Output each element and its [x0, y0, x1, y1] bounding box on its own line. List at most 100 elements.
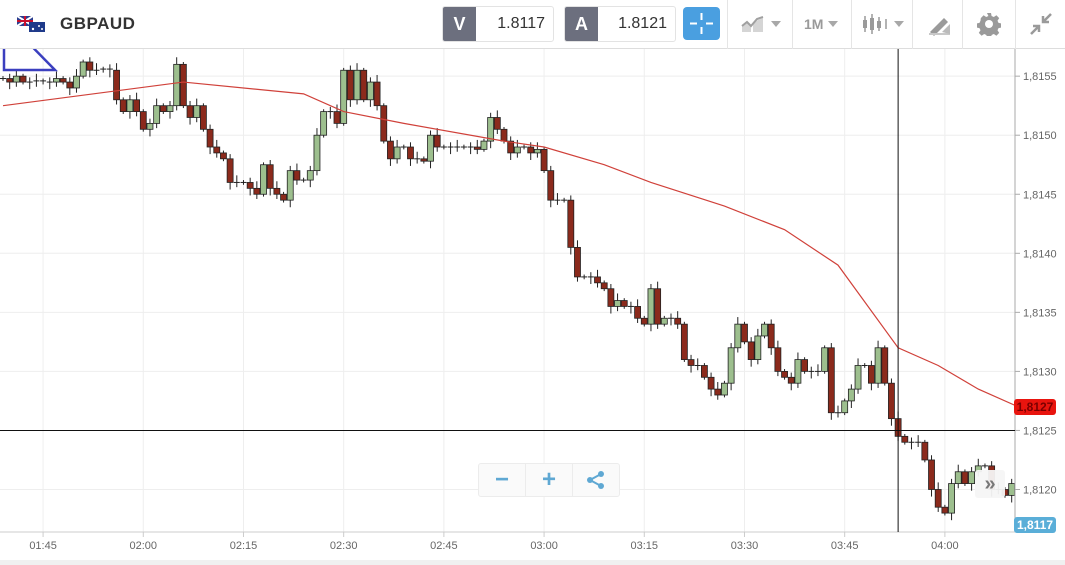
- candle-down: [868, 365, 875, 384]
- draw-tool-icon: [929, 18, 950, 36]
- candle-up: [647, 288, 655, 325]
- candle-down: [787, 376, 795, 384]
- candle-up: [12, 75, 20, 83]
- settings-button[interactable]: [977, 8, 1001, 40]
- time-tick-label: 03:30: [731, 540, 759, 552]
- buy-price-box[interactable]: A 1.8121: [564, 6, 676, 42]
- current-price-label: 1,8117: [1014, 516, 1056, 533]
- divider: [1015, 0, 1016, 49]
- candle-down: [600, 282, 608, 290]
- divider: [851, 0, 852, 49]
- crosshair-button[interactable]: [683, 7, 720, 40]
- candle-down: [941, 506, 949, 514]
- candle-down: [640, 317, 648, 325]
- candles: [0, 57, 1016, 521]
- candle-down: [133, 99, 141, 112]
- triangle-drawing[interactable]: [2, 49, 58, 72]
- scroll-to-latest-button[interactable]: »: [975, 470, 1005, 498]
- candle-down: [6, 78, 14, 83]
- sell-label: V: [443, 7, 476, 41]
- share-button[interactable]: [573, 464, 619, 496]
- candle-down: [380, 105, 388, 142]
- time-tick-label: 03:45: [831, 540, 859, 552]
- drawing-tools-button[interactable]: [926, 8, 952, 40]
- candle-down: [220, 152, 227, 160]
- candle-down: [346, 69, 354, 101]
- moving-average-price-label: 1,8127: [1014, 398, 1056, 415]
- candle-up: [73, 75, 80, 89]
- candle-down: [19, 75, 27, 83]
- time-tick-label: 02:30: [330, 540, 358, 552]
- candle-down: [186, 105, 194, 118]
- candle-up: [734, 323, 742, 349]
- candle-down: [273, 187, 281, 195]
- candle-down: [86, 61, 94, 71]
- candle-down: [280, 193, 287, 201]
- candle-down: [620, 300, 628, 307]
- compress-icon: [1030, 13, 1052, 35]
- price-tick-label: 1,8135: [1023, 307, 1057, 319]
- sell-price-box[interactable]: V 1.8117: [442, 6, 554, 42]
- candlestick-chart[interactable]: 1,8155 1,8150 1,8145 1,8140 1,8135 1,8130 1,81…: [0, 49, 1065, 565]
- candle-up: [306, 170, 314, 181]
- candle-up: [153, 105, 161, 124]
- candle-up: [513, 146, 521, 154]
- price-tick-label: 1,8140: [1023, 248, 1057, 260]
- candle-down: [59, 78, 67, 83]
- candle-up: [126, 99, 134, 112]
- candle-style-button[interactable]: [861, 8, 904, 40]
- time-tick-label: 04:00: [931, 540, 959, 552]
- candle-down: [387, 140, 394, 160]
- price-tick-label: 1,8150: [1023, 130, 1057, 142]
- candle-down: [139, 111, 147, 130]
- symbol-name[interactable]: GBPAUD: [60, 14, 136, 33]
- candle-up: [53, 78, 60, 83]
- candle-up: [193, 105, 201, 118]
- candle-down: [888, 382, 895, 420]
- candle-up: [968, 471, 975, 484]
- collapse-button[interactable]: [1029, 8, 1053, 40]
- gear-icon: [977, 13, 1001, 36]
- timeframe-label: 1M: [804, 16, 824, 32]
- time-tick-label: 03:15: [631, 540, 659, 552]
- candle-up: [480, 140, 488, 150]
- candle-down: [420, 158, 428, 162]
- candle-down: [473, 146, 481, 150]
- candle-down: [747, 341, 755, 360]
- candle-up: [79, 61, 87, 77]
- candlestick-icon: [863, 14, 887, 34]
- candle-down: [333, 111, 341, 124]
- candle-up: [393, 146, 401, 160]
- candle-down: [213, 146, 221, 154]
- price-axis[interactable]: 1,8155 1,8150 1,8145 1,8140 1,8135 1,8130 1,81…: [1014, 49, 1057, 532]
- candle-down: [113, 69, 120, 101]
- candle-down: [179, 63, 187, 107]
- toolbar: GBPAUD V 1.8117 A 1.8121 1M: [0, 0, 1065, 49]
- footer-bar: [0, 560, 1065, 565]
- share-icon: [587, 471, 604, 489]
- candle-down: [373, 81, 381, 107]
- candle-up: [854, 365, 862, 390]
- candle-down: [266, 164, 274, 189]
- candle-down: [199, 105, 207, 130]
- buy-label: A: [565, 7, 598, 41]
- price-tick-label: 1,8155: [1023, 71, 1057, 83]
- candle-down: [206, 128, 214, 148]
- timeframe-button[interactable]: 1M: [804, 8, 839, 40]
- zoom-out-button[interactable]: −: [479, 464, 526, 496]
- time-axis[interactable]: 01:45 02:00 02:15 02:30 02:45 03:00 03:15 03:30…: [0, 531, 1015, 552]
- chart-type-button[interactable]: [740, 8, 781, 40]
- grid: [0, 49, 1015, 532]
- candle-up: [1008, 483, 1016, 496]
- divider: [912, 0, 913, 49]
- candle-down: [921, 441, 929, 461]
- candle-up: [534, 148, 541, 154]
- candle-up: [286, 170, 294, 201]
- candle-up: [340, 69, 348, 124]
- divider: [792, 0, 793, 49]
- crosshair-icon: [690, 13, 713, 34]
- price-tick-label: 1,8120: [1023, 484, 1057, 496]
- candle-up: [847, 388, 855, 402]
- time-tick-label: 02:00: [130, 540, 158, 552]
- zoom-in-button[interactable]: +: [526, 464, 573, 496]
